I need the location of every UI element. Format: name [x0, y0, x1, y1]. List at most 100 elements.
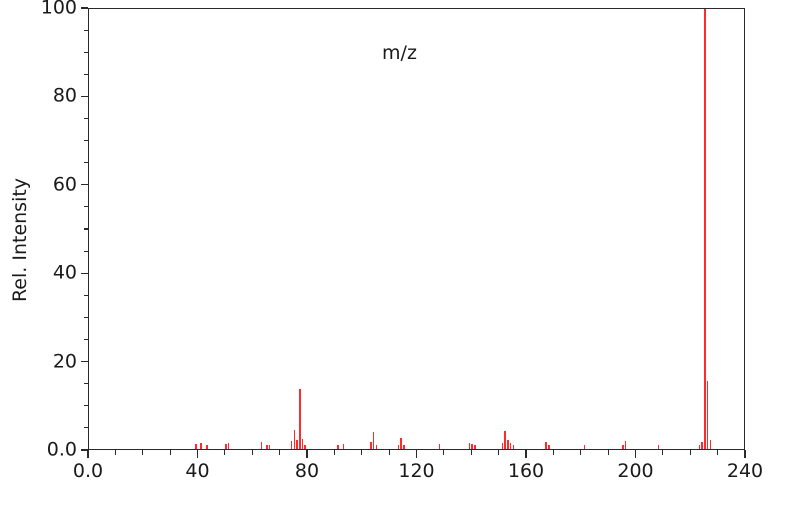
x-tick-major [525, 450, 527, 458]
x-tick-minor [114, 450, 116, 455]
x-axis-title: m/z [382, 42, 417, 64]
spectrum-peak [709, 439, 712, 449]
spectrum-series [89, 9, 744, 449]
x-tick-minor [662, 450, 664, 455]
x-tick-major [634, 450, 637, 458]
spectrum-peak [200, 443, 203, 449]
spectrum-peak [342, 444, 345, 449]
spectrum-peak [266, 444, 268, 449]
y-tick-minor [84, 250, 88, 252]
spectrum-peak [403, 444, 405, 449]
spectrum-peak [698, 444, 701, 449]
spectrum-peak [624, 440, 627, 449]
y-tick-minor [84, 51, 88, 53]
y-tick-minor [84, 338, 88, 341]
spectrum-peak [509, 443, 512, 449]
spectrum-peak [474, 445, 476, 449]
spectrum-peak [501, 442, 504, 449]
y-tick-minor [84, 228, 88, 230]
x-tick-major [87, 450, 89, 458]
y-tick-label: 0.0 [46, 438, 77, 461]
y-tick-minor [84, 73, 88, 75]
spectrum-peak [227, 442, 230, 449]
y-tick-minor [84, 162, 88, 164]
y-tick-minor [84, 427, 88, 429]
x-tick-label: 40 [185, 460, 210, 482]
spectrum-peak [701, 441, 703, 449]
plot-area [88, 8, 745, 450]
spectrum-peak [657, 445, 660, 449]
y-tick-minor [84, 140, 88, 142]
spectrum-peak [337, 444, 339, 449]
y-axis: 0.0 20 40 60 80 100 [0, 0, 88, 516]
x-tick-label: 160 [507, 460, 545, 482]
spectrum-peak [370, 441, 372, 449]
y-tick-label: 80 [52, 84, 77, 107]
x-tick-minor [142, 450, 144, 455]
y-tick-minor [84, 117, 88, 120]
y-tick-minor [84, 294, 88, 296]
spectrum-peak [260, 442, 263, 449]
x-tick-label: 80 [294, 460, 320, 482]
x-tick-minor [717, 450, 719, 455]
spectrum-peak [268, 445, 271, 449]
x-tick-minor [689, 450, 691, 455]
x-tick-minor [580, 450, 582, 455]
y-tick-minor [84, 383, 88, 385]
x-tick-major [196, 450, 199, 458]
spectrum-peak [296, 440, 298, 449]
spectrum-peak [194, 444, 197, 449]
y-tick-major [81, 360, 88, 363]
x-tick-minor [607, 450, 609, 455]
y-tick-minor [84, 316, 88, 318]
x-tick-minor [224, 450, 226, 455]
x-tick-minor [443, 450, 445, 455]
spectrum-peak [507, 439, 509, 449]
spectrum-peak [290, 441, 293, 449]
x-tick-minor [333, 450, 335, 455]
spectrum-peak [512, 445, 515, 449]
x-tick-label: 120 [398, 460, 435, 482]
y-tick-major [81, 184, 88, 186]
x-axis: 0.0 40 80 120 160 200 240 [0, 450, 799, 516]
y-tick-major [81, 449, 88, 451]
spectrum-peak [397, 445, 400, 449]
spectrum-peak [468, 443, 471, 449]
spectrum-peak [706, 380, 709, 449]
spectrum-peak [471, 444, 474, 449]
y-tick-label: 100 [40, 0, 77, 19]
spectrum-peak [548, 444, 550, 449]
x-tick-minor [251, 450, 253, 455]
spectrum-peak [225, 443, 227, 449]
x-tick-major [744, 450, 746, 458]
spectrum-peak [622, 444, 624, 449]
y-tick-label: 60 [52, 173, 77, 196]
x-tick-label: 0.0 [72, 460, 104, 482]
spectrum-peak [545, 441, 547, 449]
spectrum-peak [301, 438, 304, 449]
y-tick-major [81, 7, 88, 9]
spectrum-peak [372, 432, 375, 449]
x-tick-minor [498, 450, 500, 455]
spectrum-peak [293, 430, 296, 449]
x-tick-minor [552, 450, 554, 455]
x-tick-minor [388, 450, 390, 455]
spectrum-peak [298, 388, 301, 449]
spectrum-peak [583, 445, 586, 449]
spectrum-peak [704, 9, 706, 449]
y-tick-label: 40 [52, 261, 77, 284]
y-tick-label: 20 [52, 350, 77, 373]
y-tick-minor [84, 206, 88, 208]
x-tick-minor [279, 450, 281, 455]
y-axis-title: Rel. Intensity [9, 177, 31, 303]
spectrum-peak [304, 445, 307, 449]
spectrum-peak [205, 444, 208, 449]
x-tick-label: 240 [726, 460, 764, 482]
x-tick-minor [169, 450, 171, 455]
x-tick-major [415, 450, 418, 458]
x-tick-minor [470, 450, 472, 455]
x-tick-major [306, 450, 308, 458]
spectrum-peak [438, 444, 441, 449]
y-tick-major [81, 272, 88, 274]
